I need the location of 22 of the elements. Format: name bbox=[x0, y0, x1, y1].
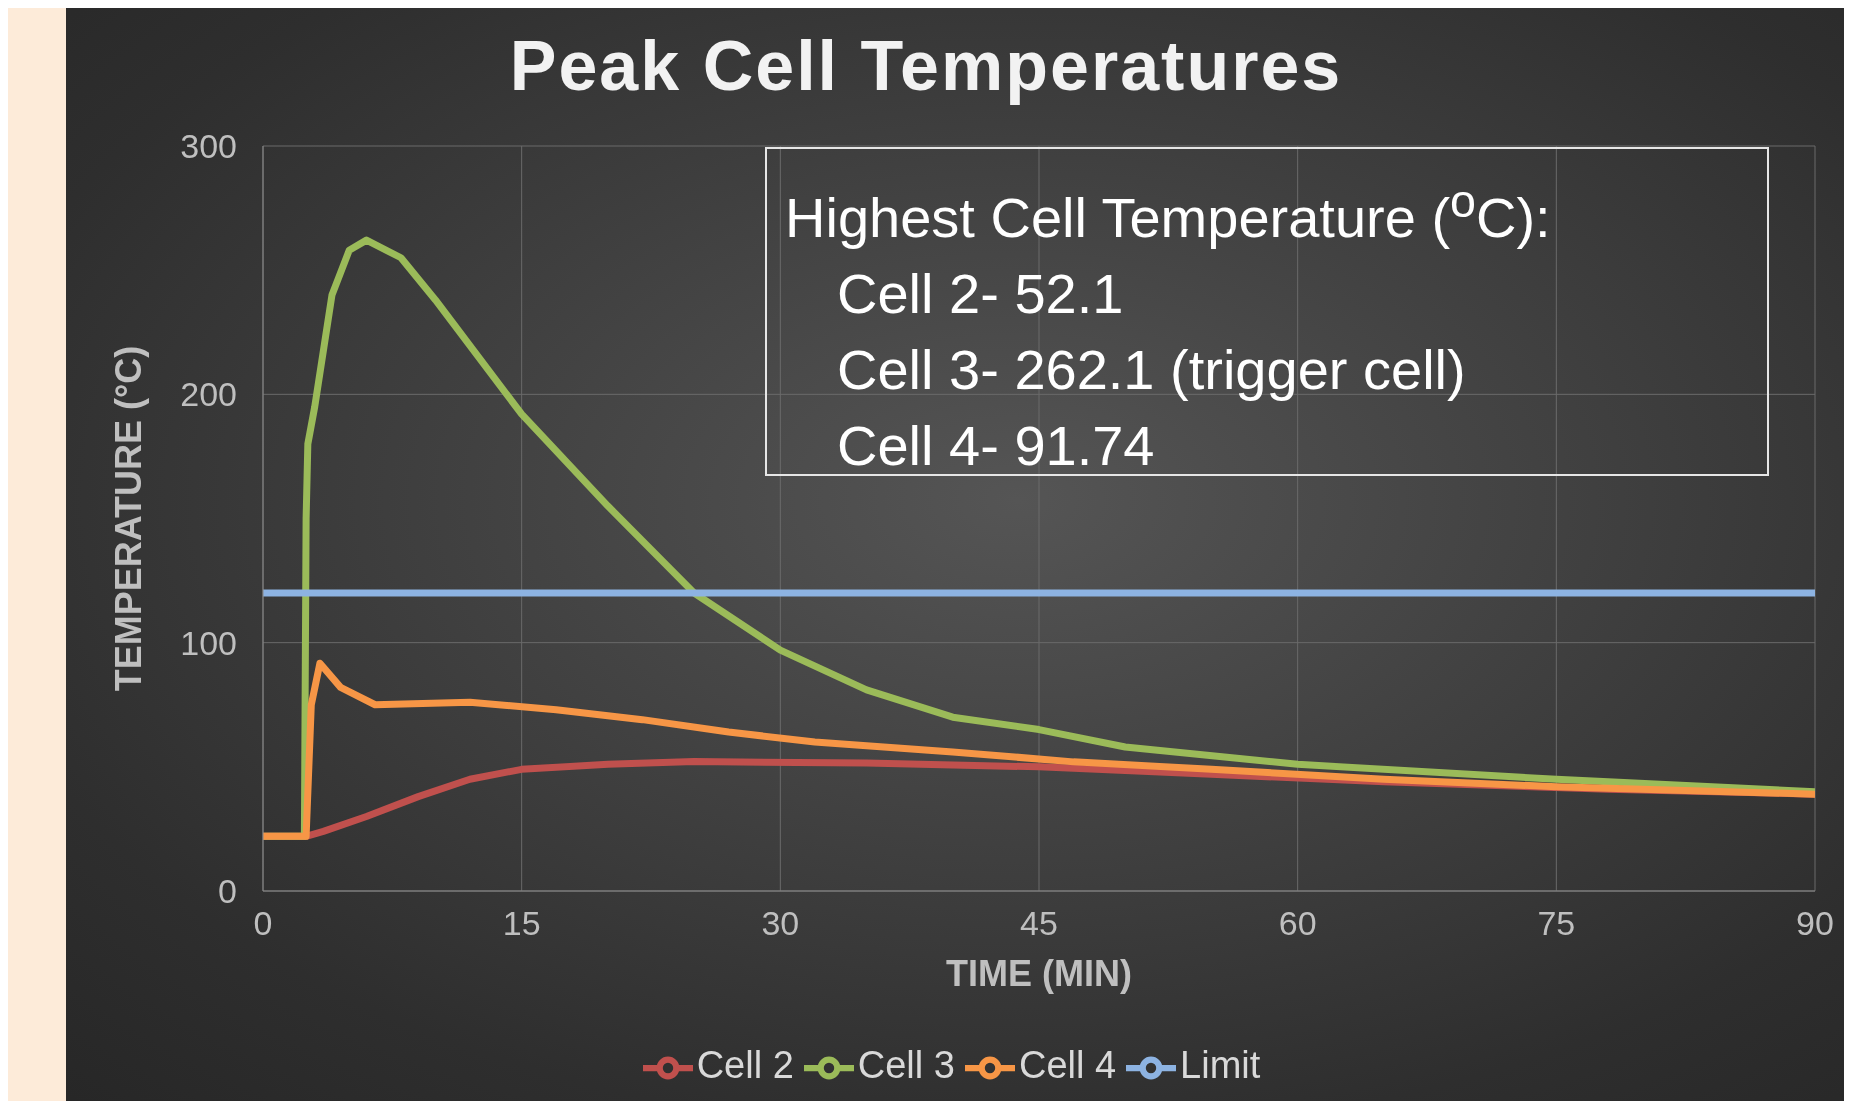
x-tick-label: 90 bbox=[1796, 904, 1834, 943]
y-axis-title: TEMPERATURE (°C) bbox=[107, 345, 149, 692]
x-tick-label: 75 bbox=[1537, 904, 1576, 943]
y-tick-label: 300 bbox=[180, 127, 237, 166]
chart-title: Peak Cell Temperatures bbox=[508, 26, 1344, 106]
y-tick-label: 100 bbox=[180, 623, 237, 662]
legend-label: Cell 3 bbox=[857, 1044, 955, 1087]
annotation: Cell 2- 52.1 bbox=[836, 260, 1125, 327]
y-tick-label: 0 bbox=[218, 872, 237, 911]
legend-label: Cell 4 bbox=[1018, 1044, 1117, 1087]
y-tick-label: 200 bbox=[180, 375, 237, 414]
annotation: Cell 4- 91.74 bbox=[836, 412, 1156, 479]
annotation: Cell 3- 262.1 (trigger cell) bbox=[836, 336, 1467, 403]
x-tick-label: 15 bbox=[502, 904, 541, 943]
x-tick-label: 60 bbox=[1278, 904, 1317, 943]
x-tick-label: 30 bbox=[761, 904, 800, 943]
legend-label: Cell 2 bbox=[696, 1044, 794, 1087]
x-tick-label: 0 bbox=[253, 904, 273, 943]
x-tick-label: 45 bbox=[1020, 904, 1058, 943]
annotation: Highest Cell Temperature ($^{o}$C): bbox=[785, 174, 1552, 251]
legend-label: Limit bbox=[1180, 1044, 1261, 1087]
x-axis-title: TIME (MIN) bbox=[946, 953, 1132, 994]
